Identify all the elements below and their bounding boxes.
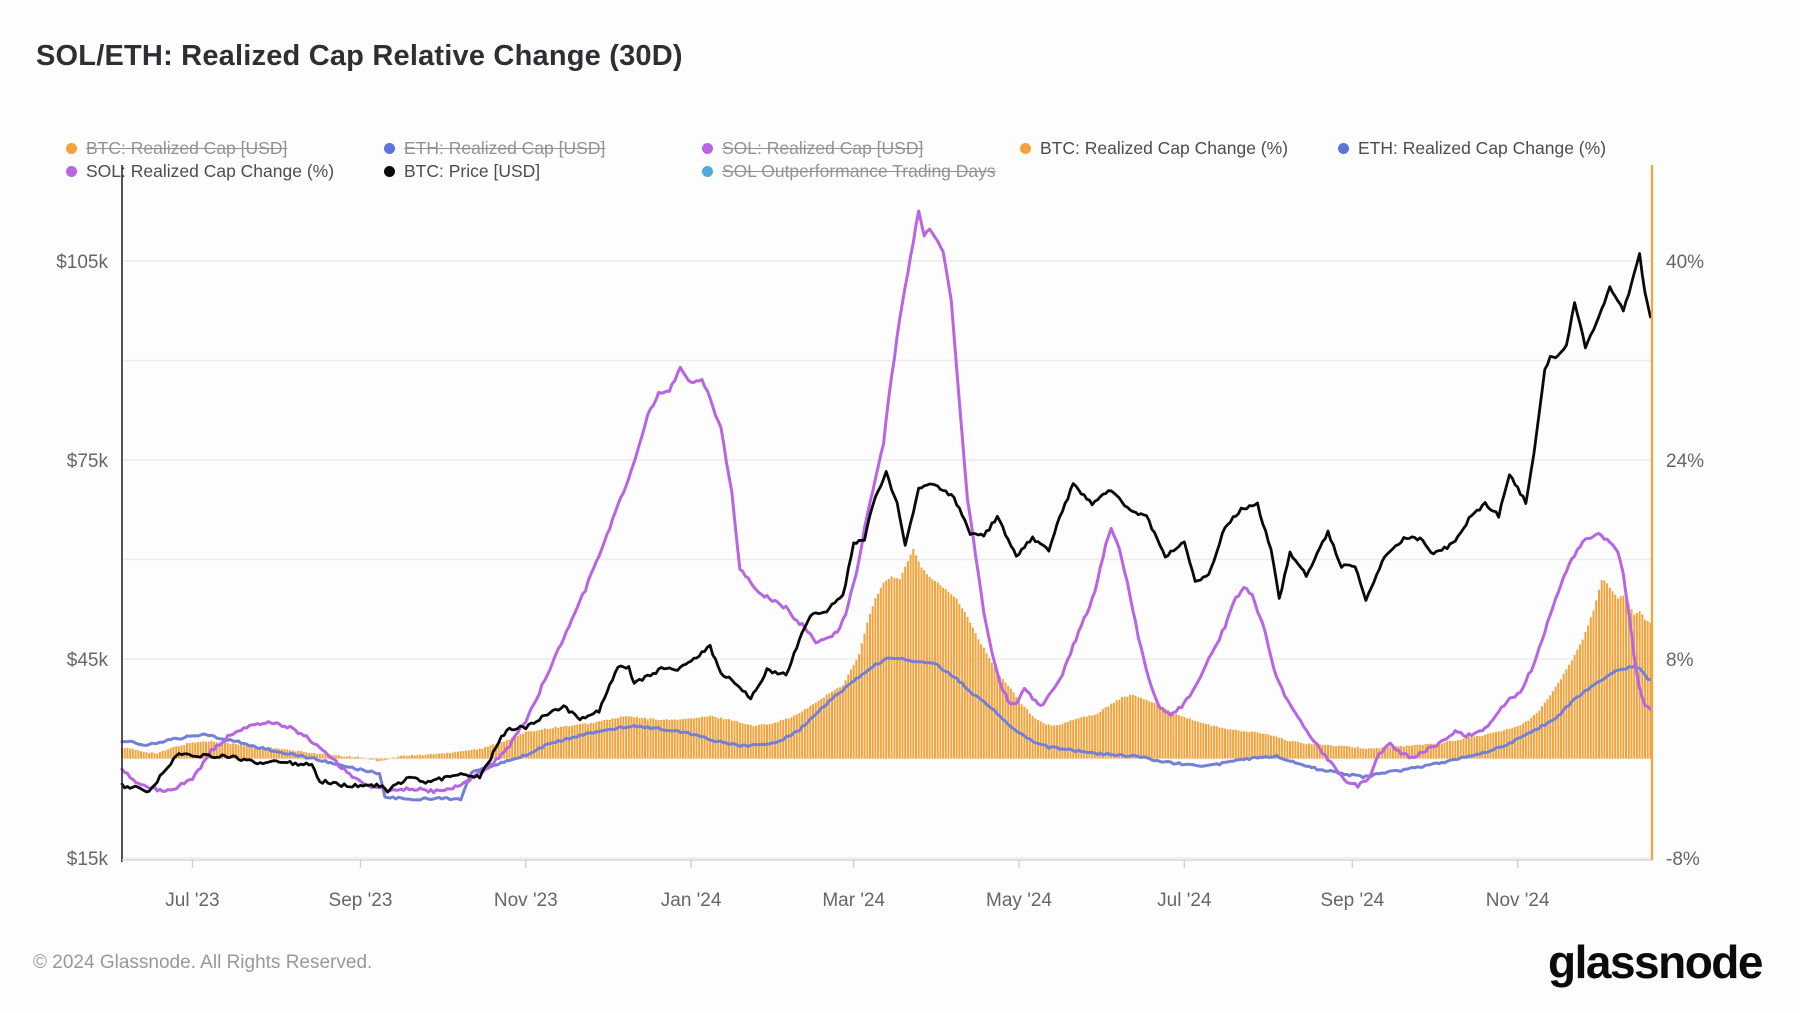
glassnode-logo: glassnode — [1547, 936, 1764, 988]
legend-item-label: BTC: Realized Cap Change (%) — [1040, 138, 1289, 158]
legend-item-4[interactable]: ETH: Realized Cap Change (%) — [1338, 137, 1656, 160]
left-axis-tick-label: $105k — [56, 252, 108, 273]
legend-item-1[interactable]: ETH: Realized Cap [USD] — [384, 137, 702, 160]
copyright-text: © 2024 Glassnode. All Rights Reserved. — [33, 952, 373, 973]
x-axis-tick-label: Nov '24 — [1486, 890, 1550, 911]
x-axis-tick-label: Mar '24 — [822, 890, 885, 911]
page-title: SOL/ETH: Realized Cap Relative Change (3… — [36, 40, 683, 72]
legend-dot-icon — [384, 166, 395, 177]
right-axis-tick-label: 24% — [1666, 451, 1704, 472]
x-axis-tick-label: Sep '24 — [1320, 890, 1384, 911]
x-axis-tick-label: Sep '23 — [329, 890, 393, 911]
legend-item-6[interactable]: BTC: Price [USD] — [384, 160, 702, 183]
legend-item-5[interactable]: SOL: Realized Cap Change (%) — [66, 160, 384, 183]
chart-legend: BTC: Realized Cap [USD] ETH: Realized Cap… — [66, 137, 1726, 183]
legend-item-7[interactable]: SOL Outperformance Trading Days — [702, 160, 1020, 183]
x-axis-tick-label: Nov '23 — [494, 890, 558, 911]
right-axis-tick-label: 8% — [1666, 650, 1694, 671]
legend-dot-icon — [66, 143, 77, 154]
btc-price-line — [120, 252, 1652, 794]
legend-dot-icon — [66, 166, 77, 177]
right-axis-tick-label: -8% — [1666, 849, 1700, 870]
left-axis-tick-label: $75k — [67, 451, 109, 472]
legend-item-label: BTC: Realized Cap [USD] — [86, 138, 288, 158]
sol-change-line — [120, 209, 1652, 795]
eth-change-line — [120, 656, 1652, 802]
legend-dot-icon — [1338, 143, 1349, 154]
legend-dot-icon — [1020, 143, 1031, 154]
legend-dot-icon — [702, 166, 713, 177]
left-axis-tick-label: $45k — [67, 650, 109, 671]
x-axis-tick-label: Jul '24 — [1157, 890, 1212, 911]
legend-item-label: SOL: Realized Cap Change (%) — [86, 161, 335, 181]
legend-dot-icon — [702, 143, 713, 154]
left-axis-tick-label: $15k — [67, 849, 109, 870]
x-axis-tick-label: Jan '24 — [661, 890, 722, 911]
legend-item-label: SOL: Realized Cap [USD] — [722, 138, 924, 158]
legend-item-0[interactable]: BTC: Realized Cap [USD] — [66, 137, 384, 160]
x-axis-tick-label: May '24 — [986, 890, 1052, 911]
right-axis-tick-label: 40% — [1666, 252, 1704, 273]
legend-item-3[interactable]: BTC: Realized Cap Change (%) — [1020, 137, 1338, 160]
legend-item-label: BTC: Price [USD] — [404, 161, 541, 181]
legend-item-2[interactable]: SOL: Realized Cap [USD] — [702, 137, 1020, 160]
legend-item-label: ETH: Realized Cap [USD] — [404, 138, 606, 158]
x-axis-tick-label: Jul '23 — [165, 890, 219, 911]
btc-change-bars — [121, 548, 1652, 762]
legend-dot-icon — [384, 143, 395, 154]
legend-item-label: SOL Outperformance Trading Days — [722, 161, 996, 181]
legend-item-label: ETH: Realized Cap Change (%) — [1358, 138, 1607, 158]
